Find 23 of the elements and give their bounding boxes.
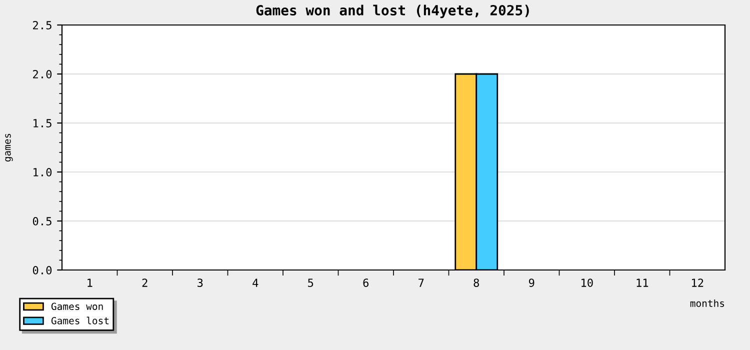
y-tick-label: 2.5	[33, 21, 52, 30]
chart-title: Games won and lost (h4yete, 2025)	[256, 4, 529, 18]
x-tick-label: 9	[528, 278, 534, 287]
x-axis-title: months	[690, 299, 724, 307]
y-tick-label: 1.5	[34, 119, 52, 128]
y-tick-label: 0.5	[32, 217, 52, 226]
y-tick-label: 2.0	[33, 70, 52, 78]
x-tick-label: 10	[582, 278, 593, 287]
legend-label: Games won	[51, 302, 103, 310]
x-tick-label: 4	[252, 278, 258, 287]
legend-label: Games lost	[51, 316, 109, 324]
x-tick-label: 12	[692, 278, 704, 287]
x-tick-label: 7	[418, 278, 424, 287]
y-tick-label: 0.0	[32, 266, 52, 274]
x-tick-label: 3	[198, 278, 203, 287]
x-tick-label: 5	[308, 278, 314, 287]
x-tick-label: 11	[636, 278, 648, 287]
x-tick-label: 1	[88, 278, 92, 287]
x-tick-label: 8	[474, 278, 480, 287]
x-tick-label: 6	[363, 278, 368, 287]
y-tick-label: 1.0	[34, 168, 52, 176]
x-tick-label: 2	[142, 278, 148, 287]
y-axis-title: games	[5, 134, 13, 162]
